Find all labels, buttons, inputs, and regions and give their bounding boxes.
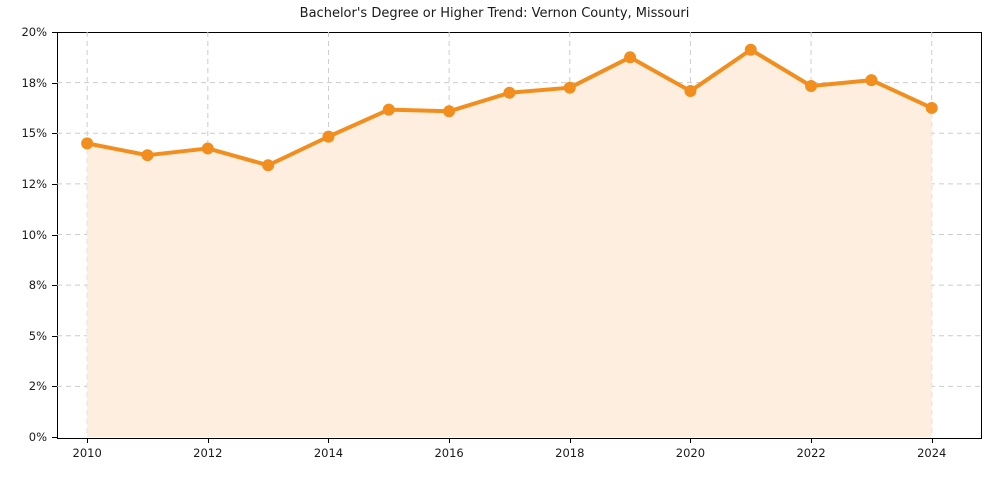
x-axis-tick-label: 2024 bbox=[917, 446, 947, 460]
x-axis-tick-mark bbox=[811, 438, 813, 443]
x-axis-tick-mark bbox=[87, 438, 89, 443]
y-axis-tick-mark bbox=[52, 183, 57, 185]
y-axis-label-group: 0% 2% 5% 8% 10% 12% 15% 18% 20% bbox=[0, 0, 47, 490]
y-axis-tick-label: 10% bbox=[21, 227, 47, 242]
y-axis-tick-mark bbox=[52, 234, 57, 236]
plot-area bbox=[57, 32, 982, 439]
y-axis-tick-label: 15% bbox=[21, 126, 47, 141]
y-axis-tick-mark bbox=[52, 82, 57, 84]
y-axis-tick-label: 12% bbox=[21, 176, 47, 191]
y-axis-tick-label: 20% bbox=[21, 25, 47, 39]
x-axis-tick-mark bbox=[569, 438, 571, 443]
chart-title: Bachelor's Degree or Higher Trend: Verno… bbox=[299, 6, 690, 21]
x-axis-tick-label: 2020 bbox=[675, 446, 706, 460]
x-axis-tick-mark bbox=[207, 438, 209, 443]
y-axis-tick-mark bbox=[52, 133, 57, 135]
y-axis-tick-label: 18% bbox=[21, 75, 47, 90]
x-axis-tick-mark bbox=[931, 438, 933, 443]
y-axis-tick-mark bbox=[52, 32, 57, 33]
x-axis-tick-label: 2018 bbox=[555, 446, 585, 460]
x-axis-tick-label: 2016 bbox=[434, 446, 464, 460]
x-axis-tick-label: 2010 bbox=[72, 446, 102, 460]
y-axis-tick-mark bbox=[52, 285, 57, 287]
y-axis-tick-mark bbox=[52, 437, 57, 438]
x-axis-tick-mark bbox=[328, 438, 330, 443]
x-axis-tick-mark bbox=[449, 438, 451, 443]
x-axis-tick-label: 2022 bbox=[796, 446, 826, 460]
x-axis-tick-label: 2012 bbox=[193, 446, 223, 460]
y-axis-tick-label: 5% bbox=[28, 328, 47, 343]
y-axis-tick-label: 8% bbox=[28, 278, 47, 293]
x-axis-tick-mark bbox=[690, 438, 692, 443]
y-axis-tick-label: 2% bbox=[28, 379, 47, 394]
y-axis-tick-mark bbox=[52, 386, 57, 388]
y-axis-tick-mark bbox=[52, 335, 57, 337]
x-axis-tick-label: 2014 bbox=[313, 446, 344, 460]
y-axis-tick-label: 0% bbox=[28, 430, 47, 444]
